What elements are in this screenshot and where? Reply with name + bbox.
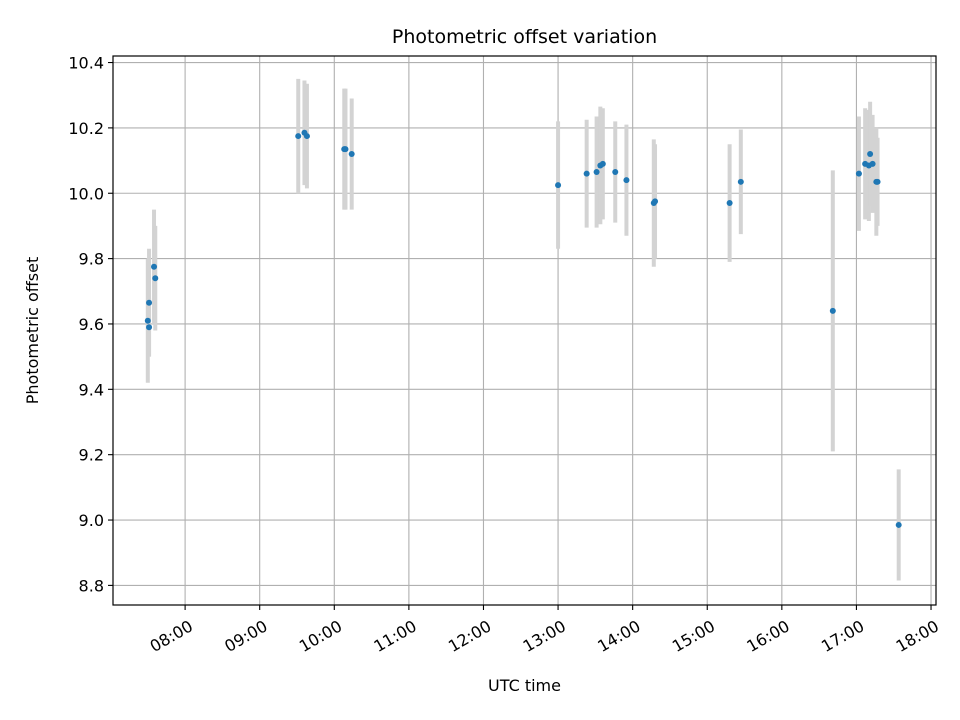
data-point: [599, 160, 606, 167]
y-axis-label: Photometric offset: [23, 257, 42, 405]
data-point: [152, 275, 159, 282]
data-point: [593, 169, 600, 176]
y-tick-label: 8.8: [79, 576, 104, 595]
y-tick-label: 9.8: [79, 250, 104, 269]
y-tick-label: 9.2: [79, 446, 104, 465]
y-tick-label: 9.0: [79, 511, 104, 530]
y-tick-label: 10.0: [68, 184, 104, 203]
chart-title: Photometric offset variation: [392, 26, 657, 48]
data-point: [146, 299, 153, 306]
point-layer: [144, 129, 902, 528]
data-point: [652, 198, 659, 205]
data-point: [555, 182, 562, 189]
data-point: [303, 133, 310, 140]
data-point: [348, 151, 355, 158]
data-point: [583, 170, 590, 177]
data-point: [895, 521, 902, 528]
x-axis-label: UTC time: [488, 676, 561, 695]
y-tick-label: 9.6: [79, 315, 104, 334]
data-point: [151, 263, 158, 270]
data-point: [726, 200, 733, 207]
data-point: [874, 178, 881, 185]
y-tick-label: 10.4: [68, 54, 104, 73]
data-point: [737, 178, 744, 185]
data-point: [295, 133, 302, 140]
data-point: [146, 324, 153, 331]
data-point: [342, 146, 349, 153]
data-point: [144, 317, 151, 324]
data-point: [612, 169, 619, 176]
y-tick-label: 10.2: [68, 119, 104, 138]
data-point: [869, 160, 876, 167]
y-tick-label: 9.4: [79, 380, 104, 399]
data-point: [623, 177, 630, 184]
data-point: [855, 170, 862, 177]
data-point: [829, 307, 836, 314]
plot-frame: [112, 55, 937, 606]
data-point: [867, 151, 874, 158]
